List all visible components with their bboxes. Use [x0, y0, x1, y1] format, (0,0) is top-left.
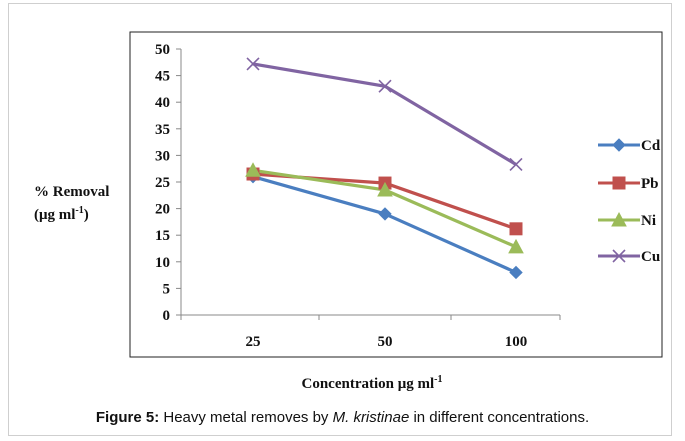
x-axis-ticks: 25 50 100: [180, 315, 561, 350]
x-tick-label: 25: [246, 334, 261, 350]
caption-text-after: in different concentrations.: [409, 409, 590, 426]
y-tick-label: 20: [155, 202, 170, 218]
x-tick-label: 50: [378, 334, 393, 350]
y-tick-label: 5: [163, 281, 171, 297]
y-axis-label-line2: (μg ml-1): [34, 205, 89, 223]
y-tick-label: 35: [155, 122, 170, 138]
legend-marker: [612, 138, 626, 152]
y-axis-label-line1: % Removal: [34, 184, 109, 200]
series-markers: [245, 57, 524, 280]
y-tick-label: 0: [163, 308, 171, 324]
figure-caption: Figure 5: Heavy metal removes by M. kris…: [0, 409, 685, 426]
caption-label: Figure 5:: [95, 409, 160, 426]
data-point-cd: [378, 207, 392, 221]
caption-text-before: Heavy metal removes by: [159, 409, 333, 426]
data-point-ni: [245, 162, 261, 177]
caption-species: M. kristinae: [332, 409, 410, 426]
legend-label: Cu: [641, 249, 660, 265]
legend-item-cu: Cu: [598, 249, 660, 265]
y-tick-label: 10: [155, 255, 170, 271]
legend-marker: [611, 211, 627, 227]
x-axis-label: Concentration μg ml-1: [302, 374, 443, 392]
legend-item-pb: Pb: [598, 176, 659, 192]
legend-label: Cd: [641, 138, 661, 154]
y-tick-label: 15: [155, 228, 170, 244]
series-line-cu: [252, 62, 517, 166]
y-tick-label: 50: [155, 42, 170, 58]
figure-frame: [8, 3, 672, 436]
legend-label: Ni: [641, 213, 656, 229]
data-point-ni: [508, 238, 524, 254]
legend-label: Pb: [641, 176, 659, 192]
data-point-cu: [509, 157, 523, 172]
legend-marker: [612, 249, 626, 263]
data-point-cu: [378, 79, 392, 93]
y-tick-label: 40: [155, 95, 170, 111]
legend-item-ni: Ni: [598, 211, 656, 229]
x-tick-label: 100: [505, 334, 528, 350]
y-tick-label: 30: [155, 148, 170, 164]
plot-area: [129, 31, 663, 358]
data-point-cu: [246, 57, 260, 71]
legend-marker: [612, 176, 626, 190]
y-tick-label: 45: [155, 69, 170, 85]
y-axis-ticks: 0 5 10 15 20 25 30 35 40 45 50: [155, 42, 181, 324]
legend-item-cd: Cd: [598, 138, 661, 154]
y-tick-label: 25: [155, 175, 170, 191]
data-point-pb: [509, 222, 523, 236]
legend: Cd Pb Ni Cu: [598, 138, 661, 265]
series-lines: [252, 62, 517, 274]
plot-border-rect: [129, 31, 663, 358]
data-point-cd: [509, 265, 523, 280]
data-point-ni: [377, 181, 393, 197]
